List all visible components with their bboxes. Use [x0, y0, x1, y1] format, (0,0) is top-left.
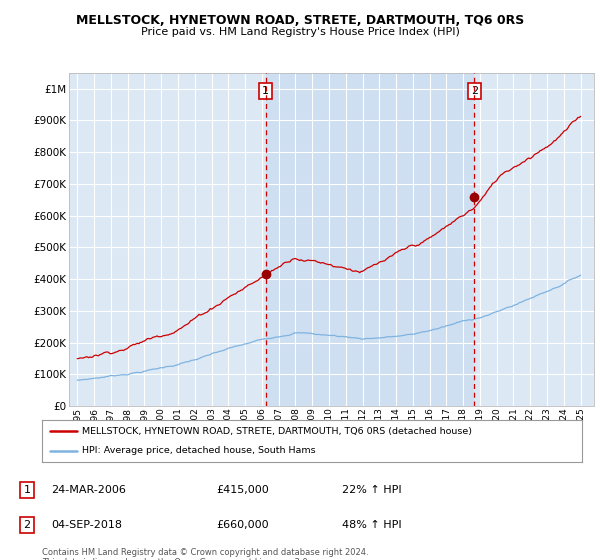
Text: Contains HM Land Registry data © Crown copyright and database right 2024.
This d: Contains HM Land Registry data © Crown c… [42, 548, 368, 560]
Text: MELLSTOCK, HYNETOWN ROAD, STRETE, DARTMOUTH, TQ6 0RS (detached house): MELLSTOCK, HYNETOWN ROAD, STRETE, DARTMO… [83, 427, 473, 436]
Text: 48% ↑ HPI: 48% ↑ HPI [342, 520, 401, 530]
Text: Price paid vs. HM Land Registry's House Price Index (HPI): Price paid vs. HM Land Registry's House … [140, 27, 460, 37]
Text: £660,000: £660,000 [216, 520, 269, 530]
Text: 2: 2 [471, 86, 478, 96]
Text: 24-MAR-2006: 24-MAR-2006 [51, 485, 126, 495]
Text: HPI: Average price, detached house, South Hams: HPI: Average price, detached house, Sout… [83, 446, 316, 455]
Text: 04-SEP-2018: 04-SEP-2018 [51, 520, 122, 530]
Text: £415,000: £415,000 [216, 485, 269, 495]
Text: 1: 1 [23, 485, 31, 495]
Text: 1: 1 [262, 86, 269, 96]
Bar [266, 73, 475, 406]
Text: MELLSTOCK, HYNETOWN ROAD, STRETE, DARTMOUTH, TQ6 0RS: MELLSTOCK, HYNETOWN ROAD, STRETE, DARTMO… [76, 14, 524, 27]
Text: 22% ↑ HPI: 22% ↑ HPI [342, 485, 401, 495]
Text: 2: 2 [23, 520, 31, 530]
